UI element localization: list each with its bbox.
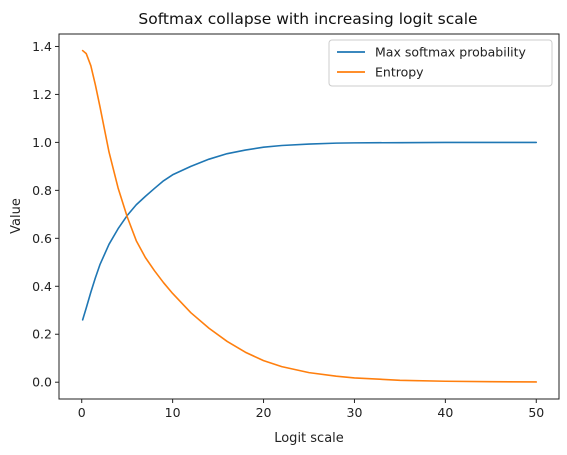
y-tick-label: 0.6 — [32, 231, 52, 246]
y-axis-title: Value — [9, 198, 24, 234]
y-tick-label: 1.2 — [32, 87, 52, 102]
legend-label-1: Entropy — [375, 65, 424, 80]
y-tick-label: 0.2 — [32, 327, 52, 342]
y-tick-label: 1.4 — [32, 39, 52, 54]
x-tick-label: 40 — [437, 405, 453, 420]
y-tick-label: 0.4 — [32, 279, 52, 294]
x-tick-label: 0 — [78, 405, 86, 420]
plot-frame — [58, 33, 560, 400]
legend-box — [328, 39, 553, 87]
axis-ticks: 0 10 20 30 40 50 0.0 0.2 0.4 0.6 0.8 1.0 1.2 1.4 — [32, 39, 544, 420]
chart-title: Softmax collapse with increasing logit s… — [138, 10, 477, 28]
x-tick-label: 10 — [165, 405, 181, 420]
x-axis-title: Logit scale — [274, 431, 344, 446]
x-tick-label: 30 — [347, 405, 363, 420]
y-tick-label: 0.0 — [32, 375, 52, 390]
legend-label-0: Max softmax probability — [375, 45, 527, 60]
x-tick-label: 20 — [256, 405, 272, 420]
legend: Max softmax probability Entropy — [328, 39, 553, 87]
y-tick-label: 0.8 — [32, 183, 52, 198]
x-tick-label: 50 — [528, 405, 544, 420]
plot-area — [81, 49, 538, 383]
y-tick-label: 1.0 — [32, 135, 52, 150]
series-line-0 — [81, 141, 538, 321]
series-line-1 — [81, 49, 538, 383]
